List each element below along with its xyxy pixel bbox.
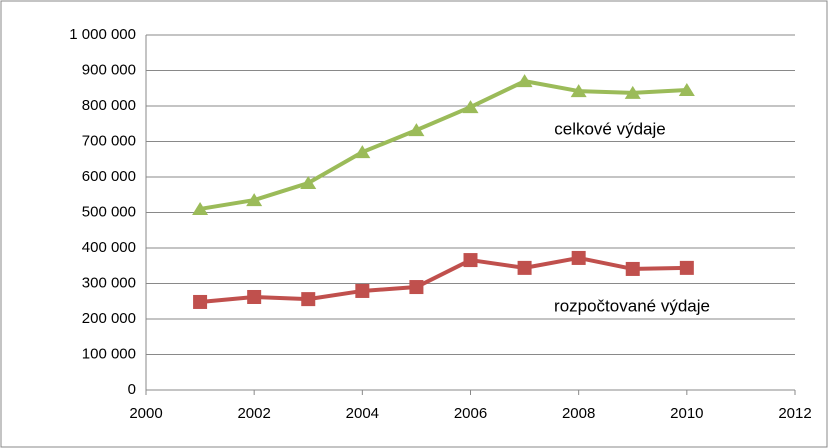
marker <box>516 74 533 88</box>
marker <box>570 84 587 98</box>
y-tick-label: 300 000 <box>82 274 136 291</box>
x-tick-label: 2004 <box>346 405 379 422</box>
marker <box>354 145 371 159</box>
marker <box>625 261 640 276</box>
marker <box>571 250 586 265</box>
marker <box>462 100 479 114</box>
y-tick-label: 800 000 <box>82 97 136 114</box>
x-tick-label: 2008 <box>562 405 595 422</box>
marker <box>247 289 262 304</box>
series-line <box>199 255 687 304</box>
series-label: rozpočtované výdaje <box>554 296 710 315</box>
marker <box>355 283 370 298</box>
y-tick-label: 200 000 <box>82 310 136 327</box>
y-tick-label: 700 000 <box>82 132 136 149</box>
marker <box>517 260 532 275</box>
x-tick-label: 2010 <box>670 405 703 422</box>
y-tick-label: 0 <box>128 381 136 398</box>
x-tick-label: 2012 <box>778 405 811 422</box>
x-tick-label: 2000 <box>129 405 162 422</box>
marker <box>300 176 317 190</box>
y-tick-label: 400 000 <box>82 239 136 256</box>
y-tick-label: 1 000 000 <box>69 26 136 43</box>
marker <box>409 280 424 295</box>
marker <box>301 292 316 307</box>
marker <box>246 193 263 207</box>
y-tick-label: 100 000 <box>82 345 136 362</box>
marker <box>192 201 209 215</box>
marker <box>193 294 208 309</box>
marker <box>624 85 641 99</box>
x-tick-label: 2006 <box>454 405 487 422</box>
y-tick-label: 900 000 <box>82 61 136 78</box>
marker <box>408 123 425 137</box>
y-tick-label: 500 000 <box>82 203 136 220</box>
series-line <box>199 79 687 211</box>
marker <box>678 83 695 97</box>
marker <box>463 253 478 268</box>
y-tick-label: 600 000 <box>82 168 136 185</box>
marker <box>679 260 694 275</box>
x-tick-label: 2002 <box>237 405 270 422</box>
series-label: celkové výdaje <box>554 119 666 138</box>
